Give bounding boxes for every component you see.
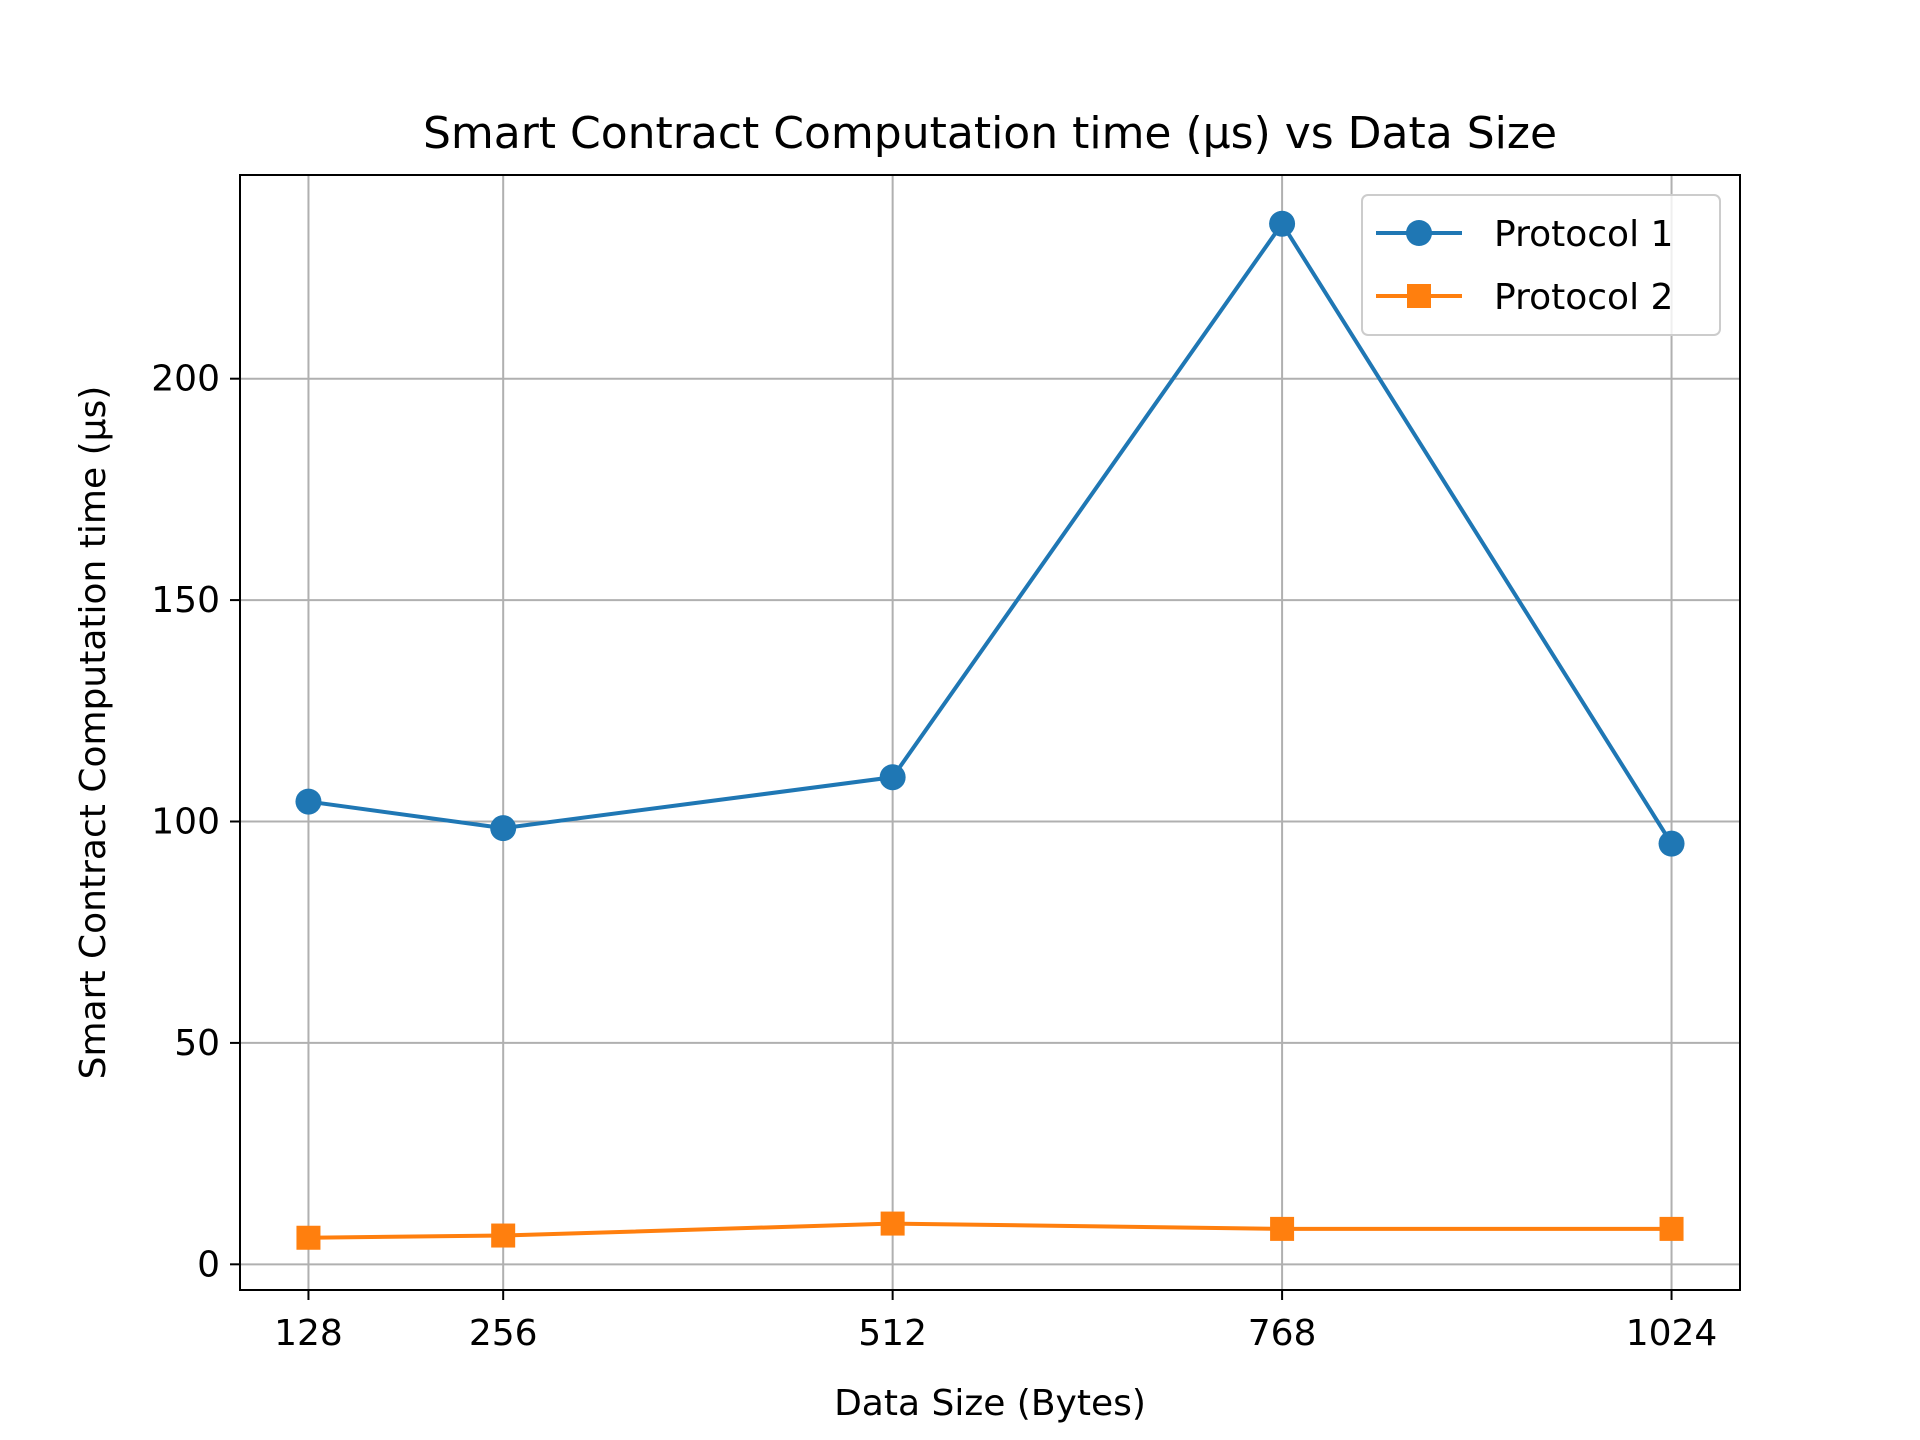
series-2-point	[880, 1211, 905, 1236]
y-tick-label: 50	[174, 1023, 220, 1064]
y-tick-label: 0	[197, 1244, 220, 1285]
y-tick-label: 150	[151, 580, 220, 621]
x-axis-label: Data Size (Bytes)	[834, 1383, 1146, 1424]
legend-label: Protocol 2	[1494, 277, 1673, 318]
x-tick-label: 768	[1248, 1313, 1317, 1354]
y-tick-label: 100	[151, 802, 220, 843]
y-tick-label: 200	[151, 359, 220, 400]
series-2-point	[1659, 1216, 1684, 1241]
series-2-point	[491, 1223, 516, 1248]
legend-marker-square	[1407, 284, 1431, 308]
series-1-point	[295, 788, 322, 815]
legend: Protocol 1 Protocol 2	[1361, 194, 1721, 336]
grid-lines	[240, 175, 1740, 1290]
y-axis-label: Smart Contract Computation time (µs)	[73, 386, 114, 1080]
legend-marker-circle	[1406, 220, 1432, 246]
series-1-point	[490, 815, 517, 842]
series-2-point	[1270, 1216, 1295, 1241]
x-tick-label: 1024	[1626, 1313, 1718, 1354]
x-tick-label: 128	[274, 1313, 343, 1354]
series-1	[295, 210, 1685, 857]
series-1-point	[1269, 210, 1296, 237]
legend-label: Protocol 1	[1494, 214, 1673, 255]
legend-entry-2: Protocol 2	[1376, 277, 1673, 318]
series-2-point	[296, 1225, 321, 1250]
plot-frame	[239, 174, 1741, 1291]
x-tick-label: 256	[469, 1313, 538, 1354]
chart-title: Smart Contract Computation time (µs) vs …	[423, 108, 1557, 159]
series-2	[296, 1211, 1684, 1250]
data-series	[295, 210, 1685, 1250]
series-1-point	[879, 764, 906, 791]
x-tick-label: 512	[858, 1313, 927, 1354]
legend-entry-1: Protocol 1	[1376, 214, 1673, 255]
series-1-point	[1658, 830, 1685, 857]
legend-box	[1361, 194, 1721, 336]
axis-ticks: 128 256 512 768 1024 0 50 100 150 200	[151, 359, 1717, 1354]
